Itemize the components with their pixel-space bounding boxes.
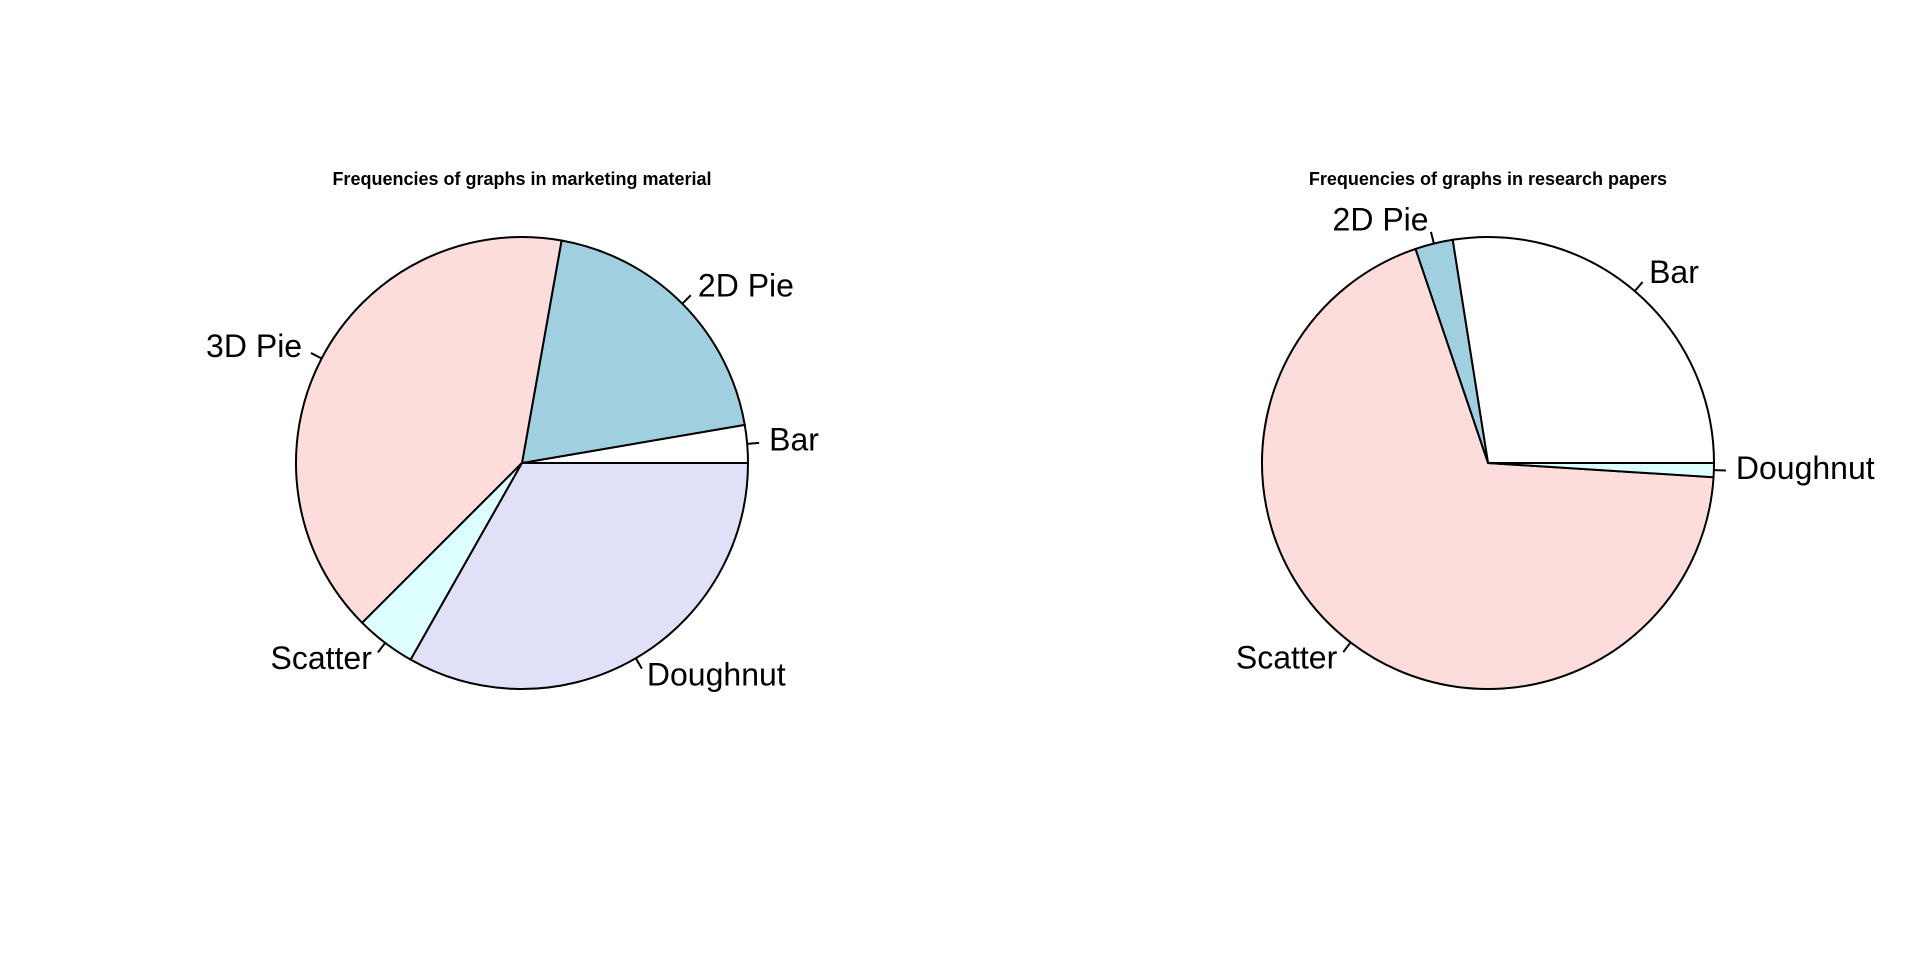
slice-label-bar: Bar [1649,254,1699,290]
label-tick-3d-pie [310,352,323,360]
slice-2d-pie [520,239,746,465]
chart-title-research: Frequencies of graphs in research papers [1309,169,1667,189]
slice-label-scatter: Scatter [270,640,372,676]
slice-label-3d-pie: 3D Pie [206,328,302,364]
label-tick-scatter [1342,641,1352,653]
chart-title-marketing: Frequencies of graphs in marketing mater… [332,169,711,189]
label-tick-scatter [377,642,386,654]
slice-label-bar: Bar [769,421,819,457]
slice-label-scatter: Scatter [1236,639,1338,675]
slice-label-2d-pie: 2D Pie [698,268,794,304]
pie-chart-marketing: Frequencies of graphs in marketing mater… [206,169,819,693]
pie-chart-research: Frequencies of graphs in research papers… [1236,169,1875,690]
label-tick-bar [747,441,760,445]
slice-label-doughnut: Doughnut [647,657,786,693]
slice-label-2d-pie: 2D Pie [1333,202,1429,238]
label-tick-2d-pie [1430,231,1435,244]
label-tick-2d-pie [681,294,692,305]
slice-label-doughnut: Doughnut [1736,450,1875,486]
label-tick-bar [1634,281,1644,292]
slice-doughnut [409,462,750,690]
slice-bar [1451,236,1716,464]
label-tick-doughnut [634,657,643,670]
slice-doughnut [1487,462,1716,479]
